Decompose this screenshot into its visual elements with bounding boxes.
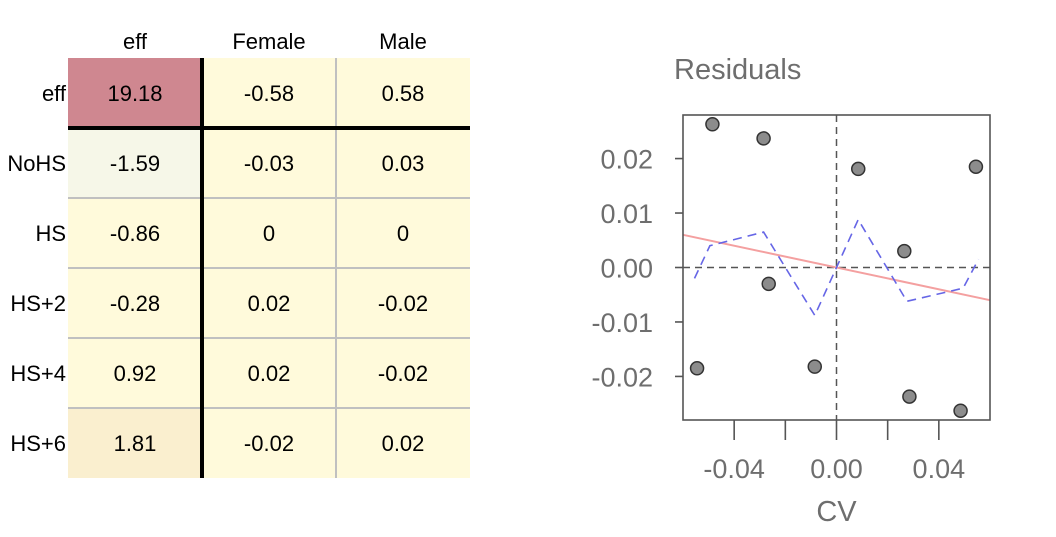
y-tick-label: 0.00 <box>600 254 653 284</box>
table-cell-value: 19.18 <box>107 81 162 106</box>
table-cell-bg <box>202 58 336 128</box>
table-cell-value: 0.03 <box>382 151 425 176</box>
table-cell-value: 0.58 <box>382 81 425 106</box>
table-cell-bg <box>68 198 202 268</box>
table-cell-bg <box>336 338 470 408</box>
table-row-label: HS <box>35 221 66 246</box>
data-point <box>756 131 771 146</box>
table-cell-value: -0.02 <box>244 431 294 456</box>
plot-title: Residuals <box>674 54 801 86</box>
data-point <box>705 117 720 132</box>
x-axis-label: CV <box>816 496 857 528</box>
data-point <box>968 159 984 174</box>
table-cell-value: 0 <box>263 221 275 246</box>
table-row-label: HS+6 <box>10 431 66 456</box>
table-cell-value: -0.28 <box>110 291 160 316</box>
table-cell-value: 0.92 <box>114 361 157 386</box>
table-row-label: eff <box>42 81 67 106</box>
data-point <box>902 389 917 404</box>
data-point <box>807 359 823 374</box>
table-cell-value: 0.02 <box>248 291 291 316</box>
table-cell-value: 0.02 <box>382 431 425 456</box>
table-cell-value: -0.02 <box>378 291 428 316</box>
data-point <box>689 361 705 376</box>
x-tick-label: 0.04 <box>913 454 966 484</box>
table-cell-value: 0.02 <box>248 361 291 386</box>
data-point <box>761 276 776 292</box>
table-cell-bg <box>336 408 470 478</box>
table-column-header: Male <box>379 29 427 54</box>
residuals-plot: Residuals -0.02 -0.01 0.00 0.01 0.02 -0.04 0.00… <box>591 54 991 528</box>
data-point <box>850 161 866 177</box>
table-cell-bg <box>202 338 336 408</box>
x-tick-label: 0.00 <box>810 454 863 484</box>
x-tick-label: -0.04 <box>703 454 765 484</box>
table-row-label: NoHS <box>7 151 66 176</box>
table-cell-value: -1.59 <box>110 151 160 176</box>
table-cell-value: -0.86 <box>110 221 160 246</box>
table-cell-bg <box>202 128 336 198</box>
table-cell-bg <box>336 128 470 198</box>
y-tick-label: 0.02 <box>600 145 653 175</box>
table-cell-bg <box>202 408 336 478</box>
table-column-header: eff <box>123 29 148 54</box>
table-cell-bg <box>336 58 470 128</box>
y-tick-label: -0.02 <box>591 362 653 392</box>
table-cell-value: 1.81 <box>114 431 157 456</box>
table-row-label: HS+2 <box>10 291 66 316</box>
table-cell-bg <box>68 58 202 128</box>
table-cell-bg <box>68 408 202 478</box>
table-cell-value: -0.02 <box>378 361 428 386</box>
y-tick-label: -0.01 <box>591 308 653 338</box>
mosaic-table: eff Female Male eff 19.18 -0.58 0.58 NoHS -1.59 -… <box>7 29 470 478</box>
table-cell-bg <box>336 198 470 268</box>
table-cell-value: -0.03 <box>244 151 294 176</box>
table-column-header: Female <box>232 29 305 54</box>
table-cell-bg <box>68 128 202 198</box>
table-cell-bg <box>336 268 470 338</box>
y-tick-label: 0.01 <box>600 199 653 229</box>
data-point <box>953 403 968 418</box>
data-point <box>897 243 912 259</box>
table-cell-bg <box>68 338 202 408</box>
table-cell-bg <box>202 198 336 268</box>
table-row-label: HS+4 <box>10 361 66 386</box>
table-cell-value: 0 <box>397 221 409 246</box>
table-cell-bg <box>68 268 202 338</box>
table-cell-bg <box>202 268 336 338</box>
table-cell-value: -0.58 <box>244 81 294 106</box>
smooth-line <box>693 217 980 318</box>
